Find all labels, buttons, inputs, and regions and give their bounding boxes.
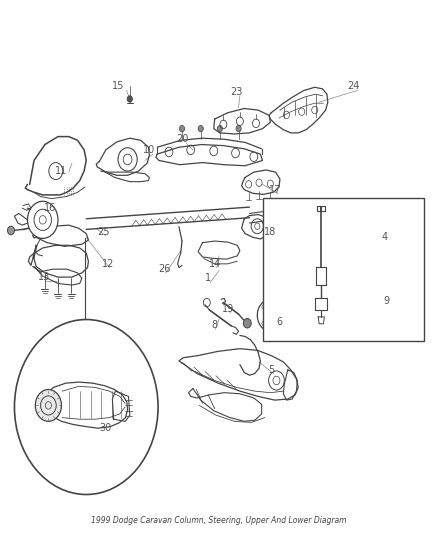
- Circle shape: [28, 201, 58, 238]
- Circle shape: [198, 125, 203, 132]
- Circle shape: [236, 125, 241, 132]
- Circle shape: [244, 318, 251, 328]
- Text: 13: 13: [38, 272, 50, 282]
- Circle shape: [180, 125, 185, 132]
- Circle shape: [127, 96, 132, 102]
- Circle shape: [35, 390, 61, 421]
- Text: 20: 20: [176, 134, 188, 144]
- Text: 9: 9: [384, 296, 390, 306]
- Text: 1: 1: [205, 273, 211, 283]
- Text: 14: 14: [208, 259, 221, 269]
- Text: 15: 15: [112, 81, 124, 91]
- Circle shape: [7, 226, 14, 235]
- Text: 19: 19: [222, 304, 234, 314]
- Text: 1999 Dodge Caravan Column, Steering, Upper And Lower Diagram: 1999 Dodge Caravan Column, Steering, Upp…: [91, 516, 347, 525]
- Text: 16: 16: [44, 203, 56, 213]
- Text: 8: 8: [212, 320, 218, 330]
- Circle shape: [217, 125, 223, 132]
- Text: 26: 26: [159, 264, 171, 274]
- Bar: [262, 198, 424, 341]
- Text: 18: 18: [264, 227, 276, 237]
- Text: 4: 4: [381, 232, 388, 243]
- Text: 12: 12: [102, 259, 114, 269]
- Text: 11: 11: [55, 166, 67, 176]
- Text: 10: 10: [143, 145, 155, 155]
- Text: 23: 23: [230, 86, 243, 96]
- Text: 30: 30: [99, 423, 111, 433]
- Text: 25: 25: [97, 227, 110, 237]
- Text: 24: 24: [348, 81, 360, 91]
- Circle shape: [14, 319, 158, 495]
- Text: 5: 5: [268, 365, 274, 375]
- Text: 17: 17: [268, 184, 281, 195]
- Text: 6: 6: [276, 317, 282, 327]
